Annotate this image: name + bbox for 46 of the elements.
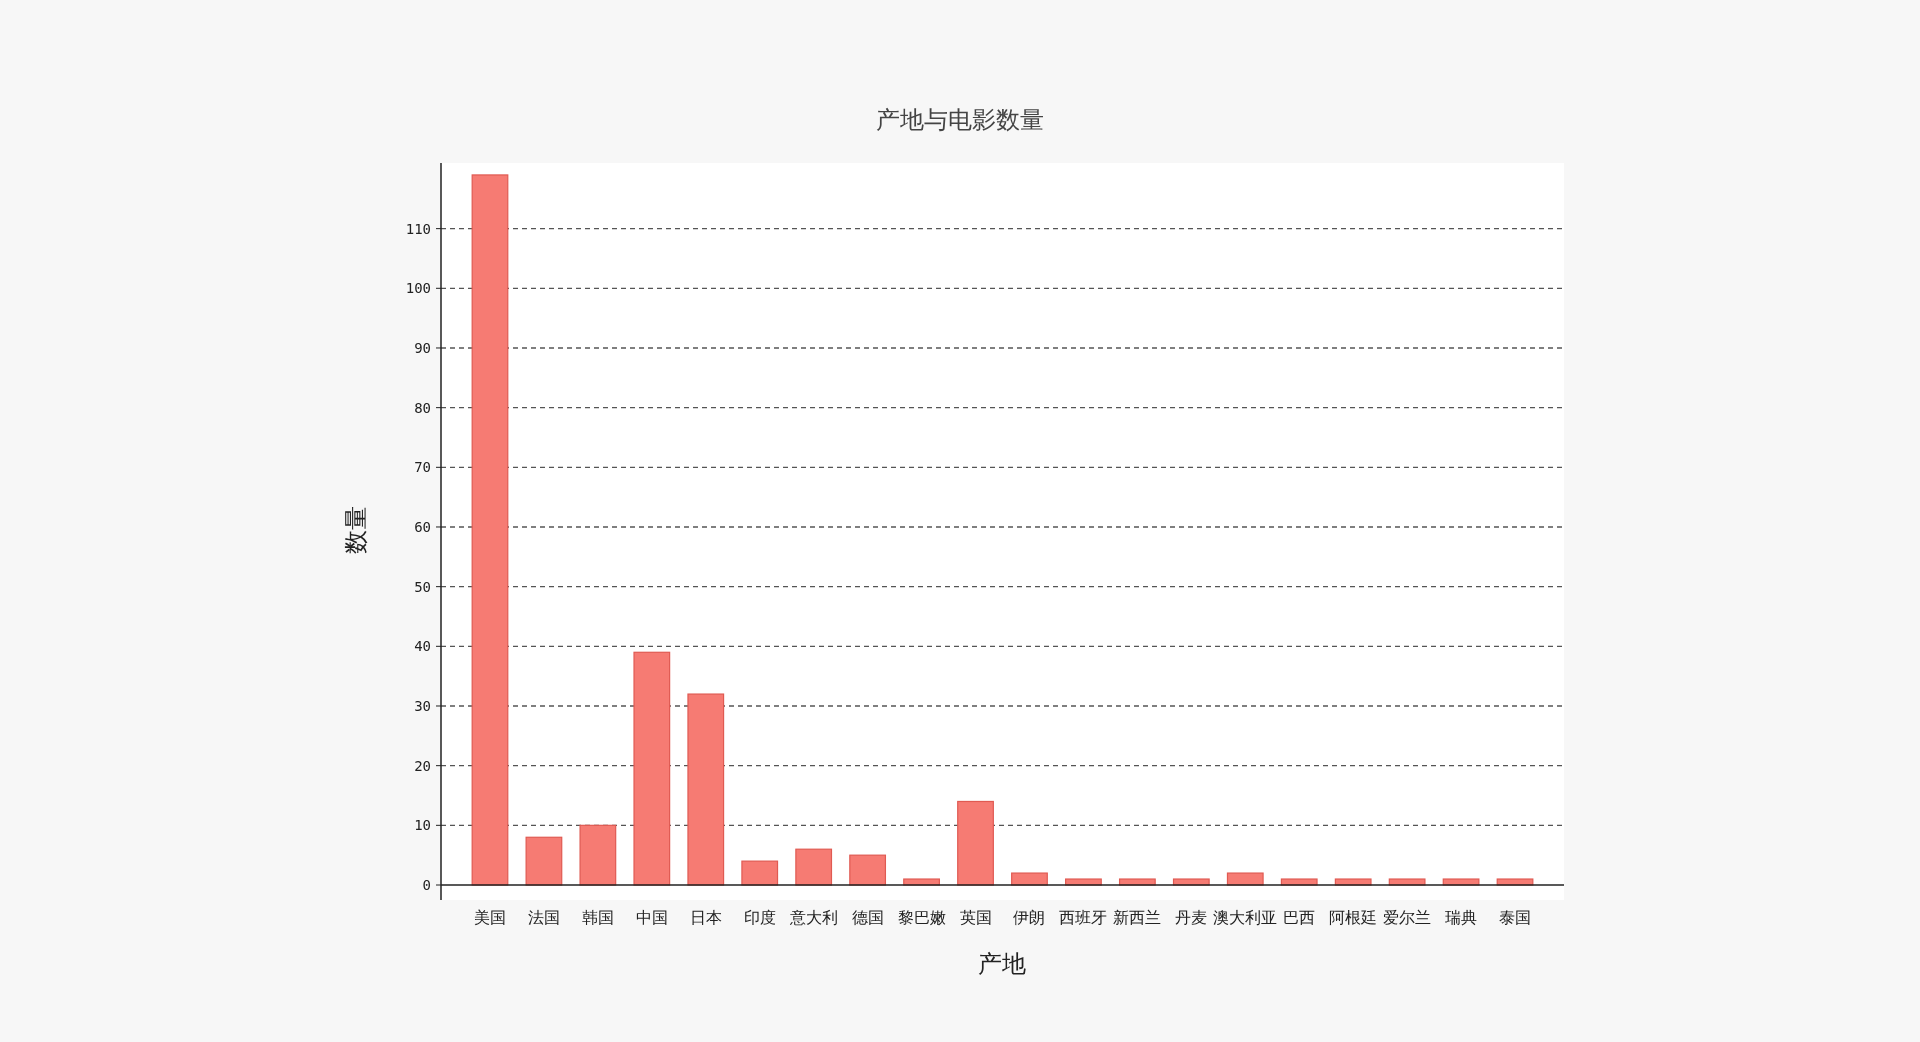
x-tick-label: 阿根廷 — [1329, 908, 1378, 927]
x-tick-label: 印度 — [743, 908, 776, 927]
bar — [1011, 872, 1048, 886]
x-tick-label: 新西兰 — [1113, 908, 1162, 927]
y-tick-label: 100 — [405, 280, 431, 297]
bar — [525, 836, 563, 886]
x-tick-label: 伊朗 — [1013, 908, 1046, 927]
y-tick-label: 0 — [422, 877, 431, 893]
x-tick-label: 德国 — [851, 908, 884, 927]
x-axis-title: 产地 — [978, 950, 1026, 978]
bar — [471, 174, 509, 886]
y-tick-label: 110 — [405, 220, 431, 237]
y-tick-label: 10 — [414, 817, 431, 834]
y-axis-title: 数量 — [342, 506, 370, 554]
bar — [849, 854, 887, 886]
y-tick-label: 90 — [414, 339, 431, 356]
y-tick-label: 60 — [414, 518, 431, 535]
y-tick-label: 80 — [414, 399, 431, 416]
bar — [741, 860, 779, 886]
x-tick-label: 日本 — [689, 908, 722, 927]
y-tick-label: 20 — [414, 757, 431, 774]
bar — [1226, 872, 1264, 886]
x-tick-label: 西班牙 — [1059, 908, 1108, 927]
bar — [957, 800, 994, 886]
x-tick-label: 巴西 — [1283, 908, 1316, 927]
x-tick-label: 韩国 — [581, 908, 614, 927]
x-tick-label: 美国 — [473, 908, 506, 927]
bar — [687, 693, 725, 886]
x-tick-label: 澳大利亚 — [1213, 908, 1278, 927]
y-tick-label: 70 — [414, 459, 431, 476]
x-tick-label: 黎巴嫩 — [897, 908, 946, 927]
y-tick-label: 30 — [414, 697, 431, 714]
bar — [795, 848, 833, 886]
bar — [633, 651, 671, 886]
chart-title: 产地与电影数量 — [876, 106, 1044, 134]
x-tick-label: 爱尔兰 — [1383, 908, 1432, 927]
x-tick-label: 丹麦 — [1175, 908, 1208, 927]
x-tick-label: 英国 — [959, 908, 992, 927]
x-tick-label: 瑞典 — [1445, 908, 1478, 927]
x-tick-label: 法国 — [527, 908, 560, 927]
y-tick-label: 40 — [414, 638, 431, 655]
x-tick-label: 中国 — [635, 908, 668, 927]
bar — [579, 824, 617, 886]
x-tick-label: 泰国 — [1499, 908, 1532, 927]
y-tick-label: 50 — [414, 578, 431, 595]
x-tick-label: 意大利 — [788, 908, 838, 927]
